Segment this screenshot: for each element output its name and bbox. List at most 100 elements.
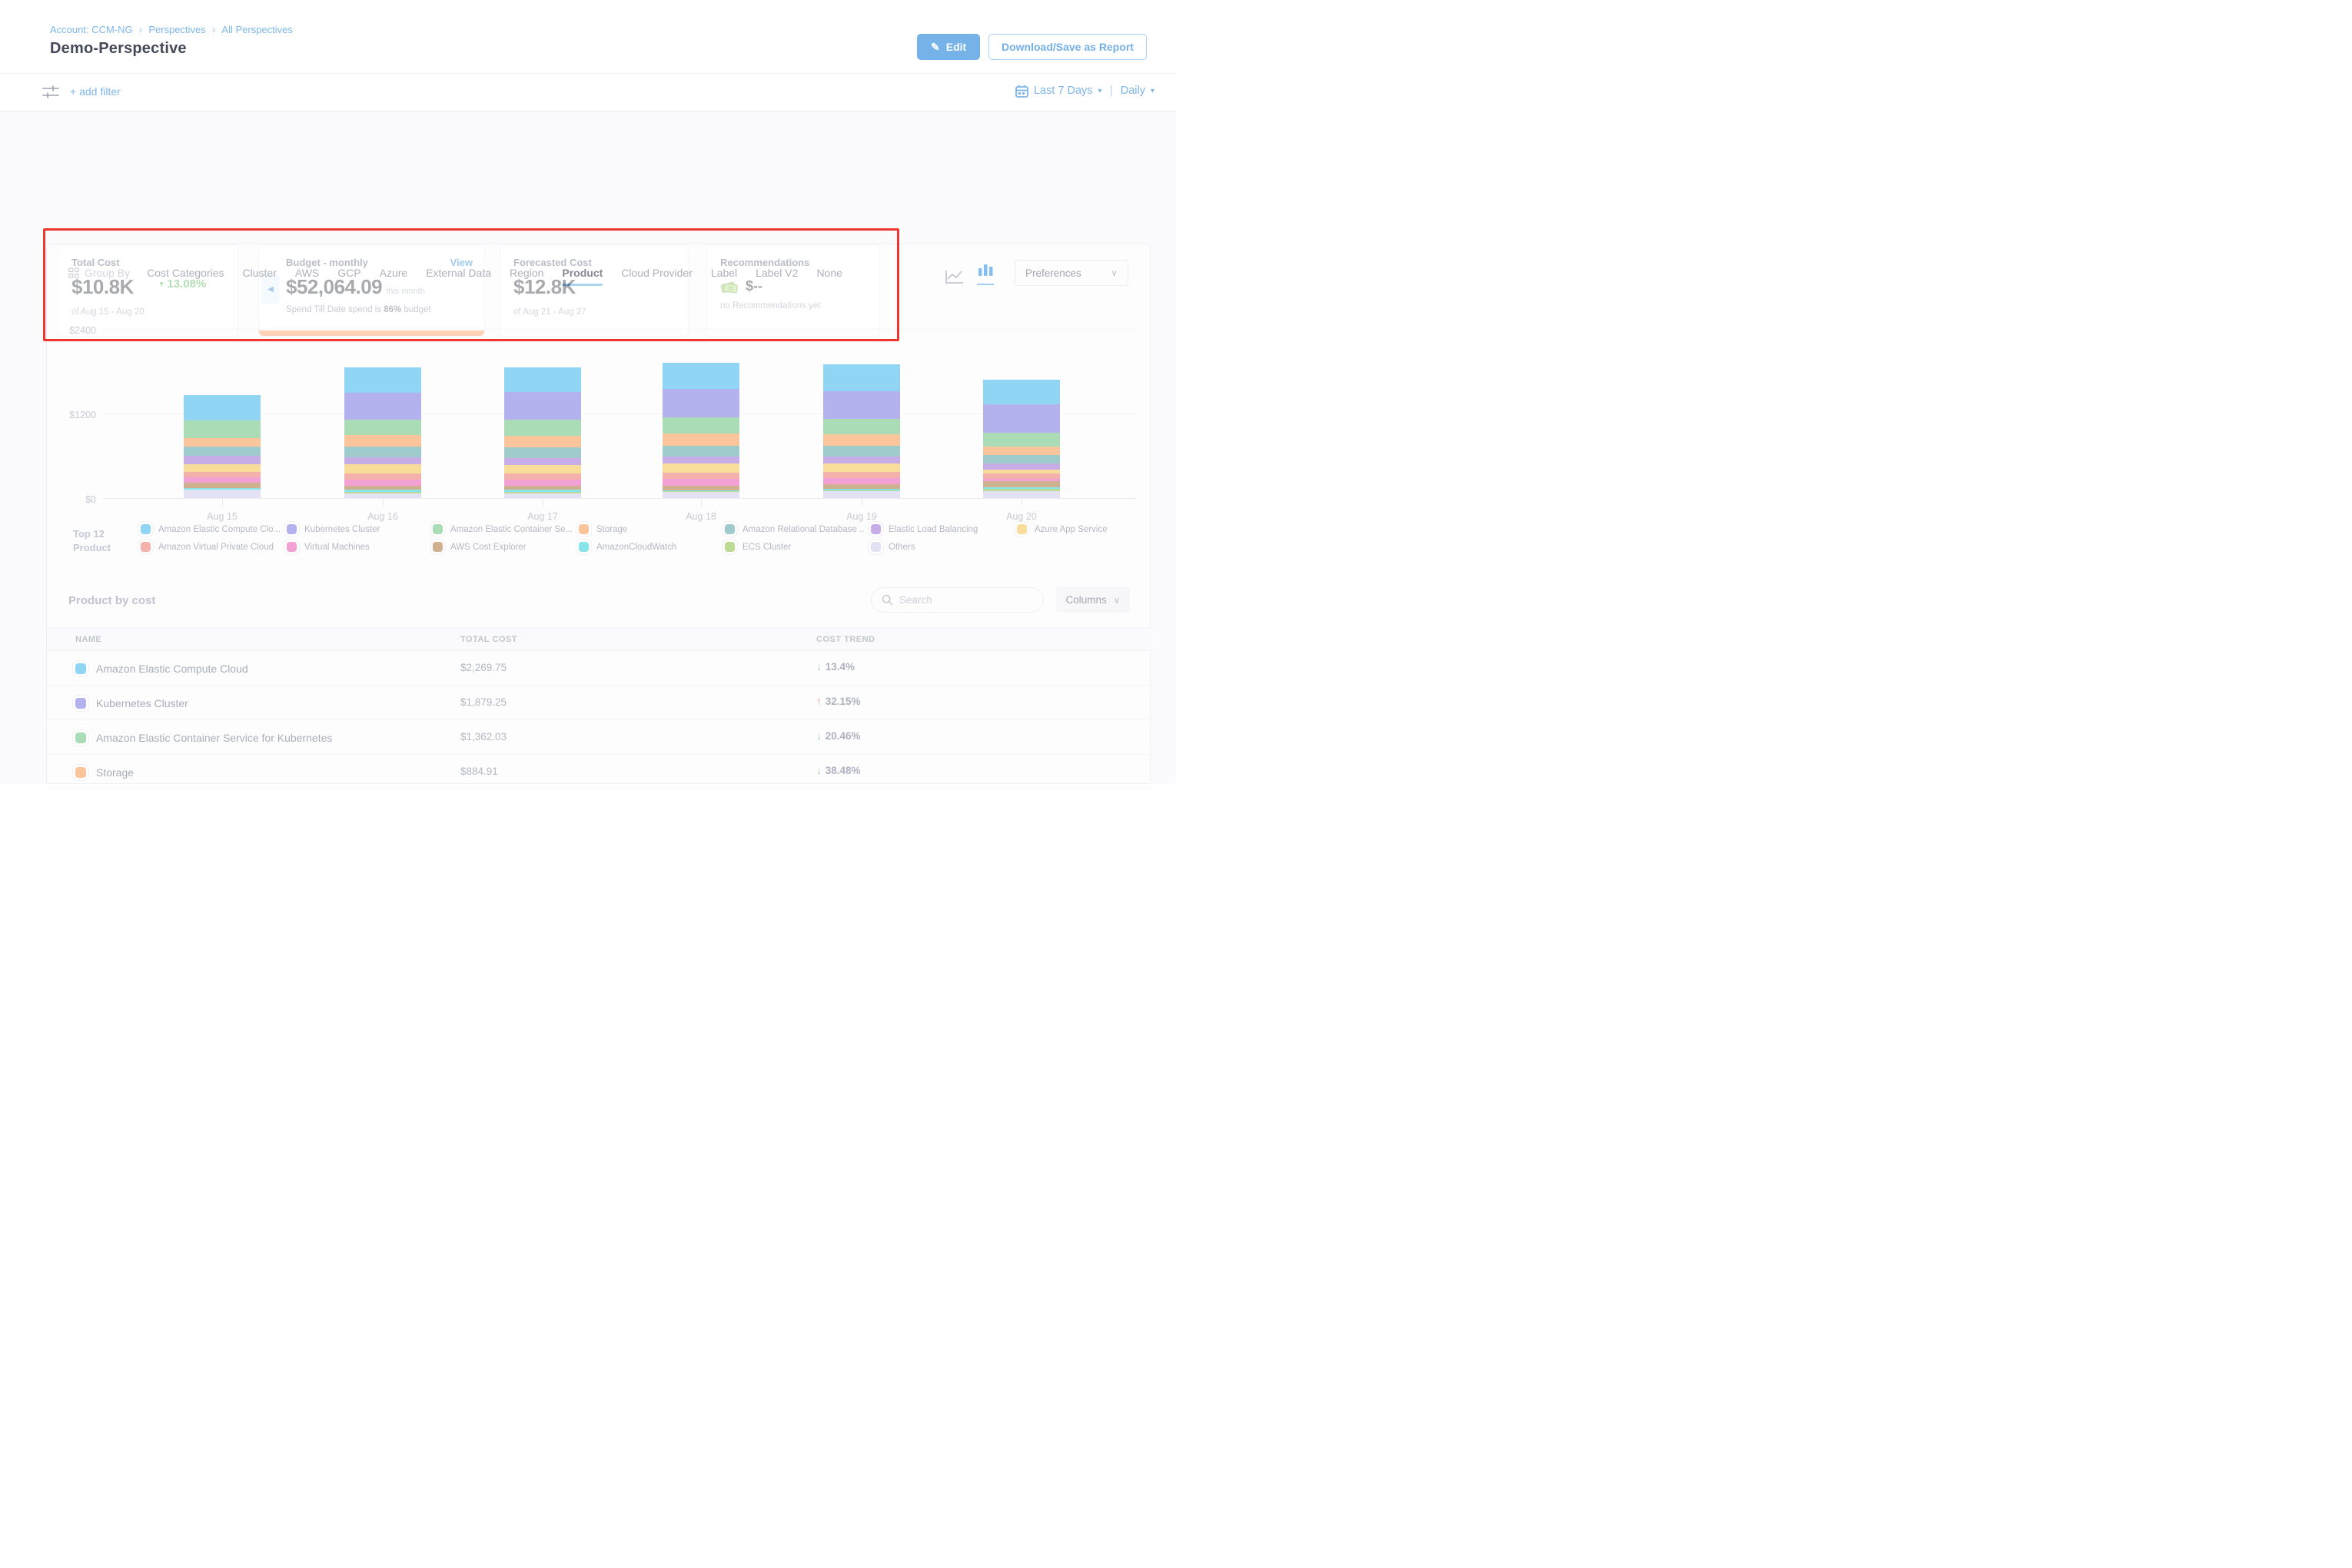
tab-product[interactable]: Product [562,267,603,286]
legend-item[interactable]: Elastic Load Balancing [871,524,1017,534]
bar-segment [983,489,1060,491]
legend-swatch [141,524,151,534]
caret-down-icon[interactable]: ▾ [1150,86,1154,95]
bar-segment [663,490,739,491]
legend-item[interactable]: Amazon Virtual Private Cloud [141,542,287,552]
legend-label: AmazonCloudWatch [596,542,677,552]
preferences-dropdown[interactable]: Preferences ∨ [1015,260,1128,286]
legend-item[interactable]: Azure App Service [1017,524,1163,534]
calendar-icon [1015,85,1028,98]
tab-label[interactable]: Label [710,267,738,279]
legend-item[interactable]: ECS Cluster [725,542,871,552]
pencil-icon: ✎ [931,40,940,53]
tab-region[interactable]: Region [510,267,544,279]
bar-segment [983,491,1060,498]
row-total-cost: $1,879.25 [460,696,507,708]
arrow-down-icon: ↓ [816,730,822,742]
line-chart-icon[interactable] [945,268,965,285]
bar-segment [504,457,581,465]
tab-none[interactable]: None [816,267,842,279]
breadcrumb-account[interactable]: Account: CCM-NG [50,23,133,35]
table-row[interactable]: Kubernetes Cluster $1,879.25 ↑ 32.15% [47,686,1151,720]
legend-swatch [725,524,735,534]
bar-segment [663,473,739,480]
stacked-bar-aug-15[interactable] [184,394,261,498]
tab-cost-categories[interactable]: Cost Categories [147,267,224,279]
bar-segment [663,492,739,498]
perspective-panel: Group By Cost Categories Cluster AWS GCP Azu… [46,244,1151,789]
group-by-tabs: Cost Categories Cluster AWS GCP Azure Externa… [147,267,842,286]
stacked-bar-chart: $2400 $1200 $0 Aug 15 Aug 16 Aug 17 Aug 18 A… [47,295,1151,526]
bar-segment [983,404,1060,434]
granularity-dropdown[interactable]: Daily [1120,85,1145,97]
chevron-down-icon: ∨ [1111,267,1118,278]
bar-segment [184,487,261,490]
legend-swatch [871,524,881,534]
tab-azure[interactable]: Azure [379,267,408,279]
stacked-bar-aug-20[interactable] [983,379,1060,498]
stacked-bar-aug-18[interactable] [663,363,739,498]
download-save-report-button[interactable]: Download/Save as Report [988,34,1147,60]
bar-segment [823,364,900,391]
bar-segment [504,447,581,458]
tab-aws[interactable]: AWS [294,267,320,279]
row-name: Amazon Elastic Container Service for Kub… [96,731,333,744]
legend-item[interactable]: Amazon Elastic Compute Clo... [141,524,287,534]
x-tick [222,500,223,506]
breadcrumb-all-perspectives[interactable]: All Perspectives [221,23,293,35]
legend-item[interactable]: AmazonCloudWatch [579,542,725,552]
table-row[interactable]: Storage $884.91 ↓ 38.48% [47,755,1151,789]
stacked-bar-aug-17[interactable] [504,367,581,498]
bar-segment [184,477,261,483]
bar-segment [504,479,581,486]
legend-label: AWS Cost Explorer [450,542,527,552]
row-cost-trend: ↓ 38.48% [816,765,861,776]
legend-item[interactable]: Others [871,542,1017,552]
bar-segment [504,392,581,420]
bar-segment [504,490,581,492]
bar-segment [184,420,261,439]
tab-cluster[interactable]: Cluster [242,267,277,279]
legend-item[interactable]: Kubernetes Cluster [287,524,433,534]
stacked-bar-aug-19[interactable] [823,364,900,498]
bar-segment [344,464,421,474]
bar-segment [663,490,739,493]
table-row[interactable]: Amazon Elastic Container Service for Kub… [47,720,1151,755]
bar-segment [504,491,581,493]
bar-segment [823,463,900,472]
bar-segment [184,394,261,421]
legend-item[interactable]: Amazon Relational Database ... [725,524,871,534]
bar-segment [344,490,421,492]
search-input[interactable] [899,594,1022,606]
tab-external-data[interactable]: External Data [426,267,492,279]
bar-segment [344,493,421,498]
plot-area: $2400 $1200 $0 Aug 15 Aug 16 Aug 17 Aug 18 A… [69,311,1136,522]
legend-item[interactable]: Amazon Elastic Container Se... [433,524,579,534]
tab-gcp[interactable]: GCP [337,267,361,279]
add-filter-button[interactable]: + add filter [70,85,121,98]
legend-item[interactable]: Storage [579,524,725,534]
tab-label-v2[interactable]: Label V2 [756,267,799,279]
columns-dropdown[interactable]: Columns ∨ [1056,587,1130,613]
bar-segment [184,447,261,457]
tab-cloud-provider[interactable]: Cloud Provider [621,267,693,279]
time-range-dropdown[interactable]: Last 7 Days [1033,85,1093,97]
bar-segment [663,456,739,464]
bar-chart-icon[interactable] [977,262,994,285]
edit-button[interactable]: ✎ Edit [917,34,981,60]
y-tick-label: $2400 [69,325,96,336]
legend-swatch [579,542,589,552]
breadcrumb-perspectives[interactable]: Perspectives [148,23,206,35]
bar-segment [983,433,1060,447]
legend-swatch [287,524,297,534]
stacked-bar-aug-16[interactable] [344,367,421,498]
filter-sliders-icon[interactable] [42,85,59,99]
caret-down-icon[interactable]: ▾ [1098,86,1102,95]
bar-segment [663,463,739,473]
legend-item[interactable]: AWS Cost Explorer [433,542,579,552]
legend-label: Elastic Load Balancing [889,524,978,534]
table-row[interactable]: Amazon Elastic Compute Cloud $2,269.75 ↓ 13… [47,651,1151,686]
bar-segment [184,489,261,498]
row-color-swatch [75,732,86,743]
legend-item[interactable]: Virtual Machines [287,542,433,552]
